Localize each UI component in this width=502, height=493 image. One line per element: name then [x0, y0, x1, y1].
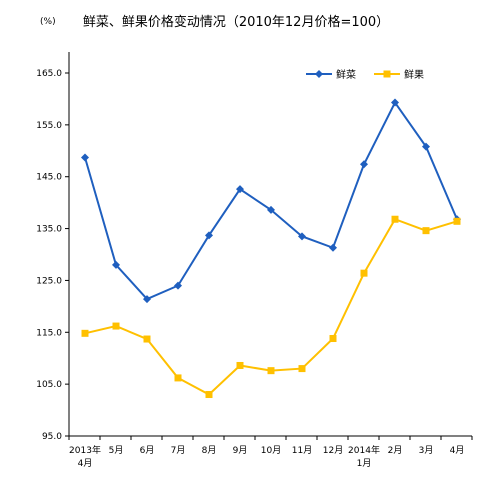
data-point — [360, 269, 368, 277]
data-point — [112, 260, 120, 269]
data-point — [143, 295, 151, 304]
data-point — [391, 98, 399, 107]
data-point — [205, 391, 213, 399]
data-point — [174, 281, 182, 290]
x-tick-label: 11月 — [292, 445, 312, 456]
legend-marker — [315, 70, 323, 78]
x-tick-label: 9月 — [233, 445, 248, 456]
x-tick-label: 8月 — [202, 445, 217, 456]
y-tick-label: 105.0 — [36, 380, 62, 390]
data-point — [267, 367, 275, 375]
x-tick-label: 1月 — [357, 458, 372, 469]
data-point — [298, 365, 306, 373]
legend-marker — [383, 70, 391, 78]
y-tick-label: 135.0 — [36, 225, 62, 235]
data-point — [391, 215, 399, 223]
y-axis-ticks: 95.0 105.0 115.0 125.0 135.0 145.0 155.0 165.0 — [36, 69, 69, 442]
y-tick-label: 115.0 — [36, 328, 62, 338]
x-tick-label: 5月 — [109, 445, 124, 456]
data-point — [329, 335, 337, 343]
x-tick-label: 7月 — [171, 445, 186, 456]
y-tick-label: 145.0 — [36, 173, 62, 183]
data-point — [453, 217, 461, 225]
x-tick-label: 2014年 — [348, 444, 380, 456]
x-tick-label: 10月 — [261, 445, 281, 456]
y-tick-label: 125.0 — [36, 276, 62, 286]
data-point — [112, 322, 120, 330]
series-layer — [81, 98, 461, 399]
series-line-0 — [84, 100, 458, 301]
x-tick-label: 3月 — [419, 445, 434, 456]
data-point — [236, 185, 244, 194]
x-tick-label: 2月 — [388, 445, 403, 456]
y-tick-label: 95.0 — [42, 432, 62, 442]
data-point — [81, 329, 89, 337]
data-point — [81, 153, 89, 162]
legend-label: 鲜果 — [404, 68, 424, 81]
x-tick-label: 12月 — [323, 445, 343, 456]
y-tick-label: 165.0 — [36, 69, 62, 79]
data-point — [360, 160, 368, 169]
data-point — [329, 243, 337, 252]
data-point — [422, 227, 430, 235]
data-point — [174, 374, 182, 382]
x-tick-label: 6月 — [140, 445, 155, 456]
x-tick-label: 2013年 — [69, 444, 101, 456]
data-point — [205, 231, 213, 240]
data-point — [143, 335, 151, 343]
data-point — [298, 232, 306, 241]
chart-title: 鲜菜、鲜果价格变动情况（2010年12月价格=100） — [83, 14, 389, 30]
y-axis-unit-label: (%) — [40, 17, 56, 27]
x-tick-label: 4月 — [450, 445, 465, 456]
y-tick-label: 155.0 — [36, 121, 62, 131]
data-point — [422, 142, 430, 151]
legend: 鲜菜 鲜果 — [306, 68, 424, 81]
data-point — [267, 205, 275, 214]
x-tick-label: 4月 — [78, 458, 93, 469]
x-axis-ticks: 2013年 4月 5月 6月 7月 8月 9月 10月 11月 12月 2014年 1月 2月 3月 4月 — [68, 436, 473, 469]
data-point — [236, 361, 244, 369]
legend-label: 鲜菜 — [336, 68, 356, 81]
